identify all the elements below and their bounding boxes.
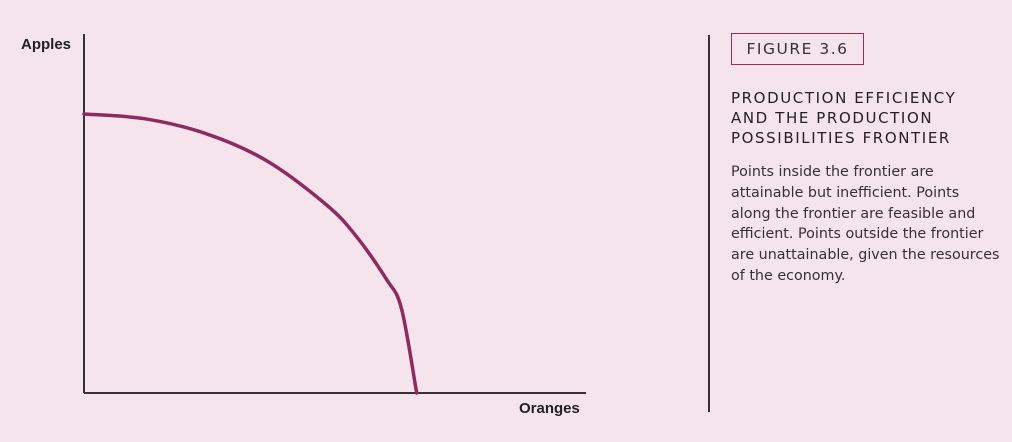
- figure-title-line: POSSIBILITIES FRONTIER: [731, 129, 951, 147]
- figure-title-line: PRODUCTION EFFICIENCY: [731, 89, 957, 107]
- y-axis-label: Apples: [21, 36, 72, 53]
- panel-divider: [708, 35, 710, 412]
- x-axis-label: Oranges: [519, 400, 580, 417]
- figure-caption-text: Points inside the frontier are attainabl…: [731, 164, 1000, 284]
- figure-number-badge: FIGURE 3.6: [731, 33, 864, 65]
- figure-title-line: AND THE PRODUCTION: [731, 109, 934, 127]
- figure-title: PRODUCTION EFFICIENCY AND THE PRODUCTION…: [731, 88, 1006, 148]
- ppf-curve-series: [82, 112, 419, 395]
